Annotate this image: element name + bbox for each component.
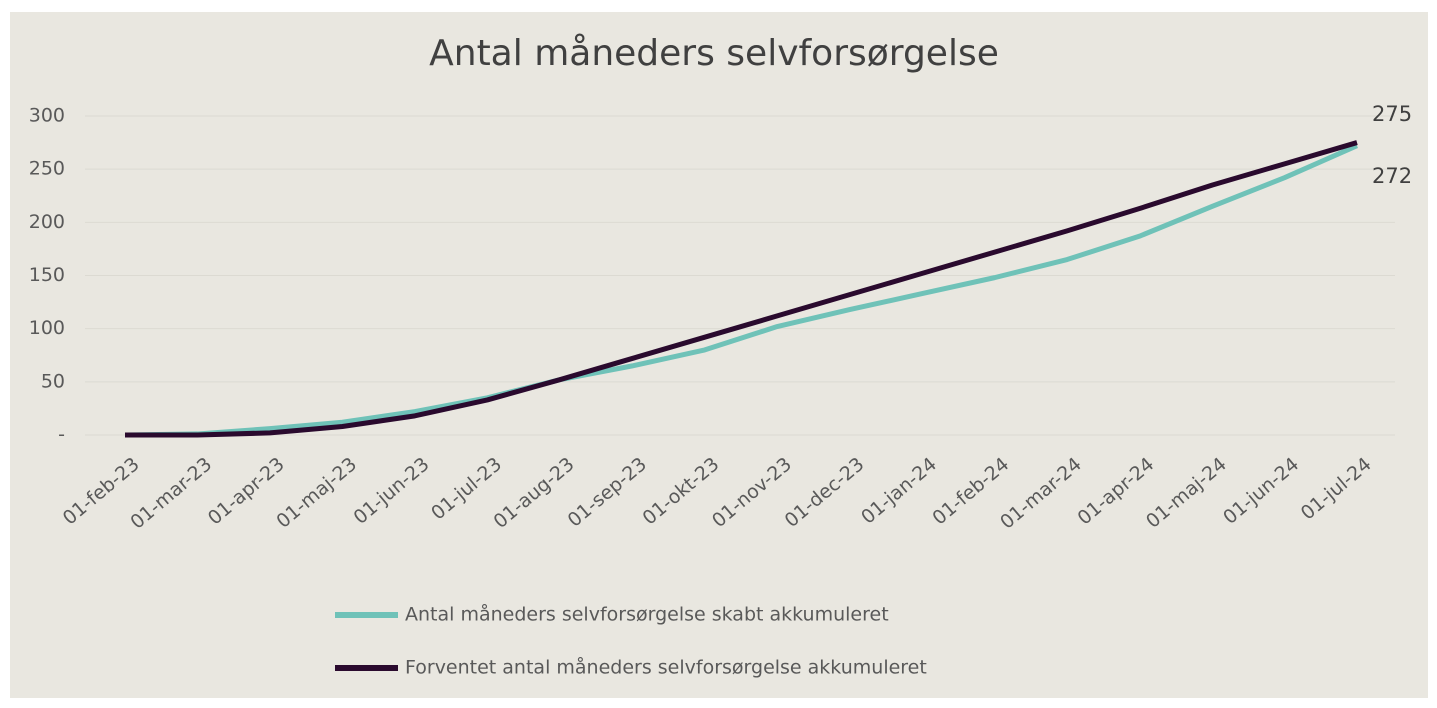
- y-tick-label: 300: [29, 105, 65, 127]
- y-tick-label: -: [58, 424, 65, 446]
- y-tick-label: 50: [41, 370, 65, 392]
- legend-label: Forventet antal måneders selvforsørgelse…: [405, 656, 927, 679]
- data-label: 275: [1372, 102, 1412, 126]
- y-tick-label: 250: [29, 158, 65, 180]
- legend-label: Antal måneders selvforsørgelse skabt akk…: [405, 603, 889, 626]
- chart-background: [10, 12, 1428, 698]
- series-line: [124, 143, 1359, 438]
- y-tick-label: 150: [29, 264, 65, 286]
- data-label: 272: [1372, 164, 1412, 188]
- series-line: [125, 140, 1358, 438]
- y-tick-label: 100: [29, 317, 65, 339]
- chart-title: Antal måneders selvforsørgelse: [429, 33, 999, 74]
- y-tick-label: 200: [29, 211, 65, 233]
